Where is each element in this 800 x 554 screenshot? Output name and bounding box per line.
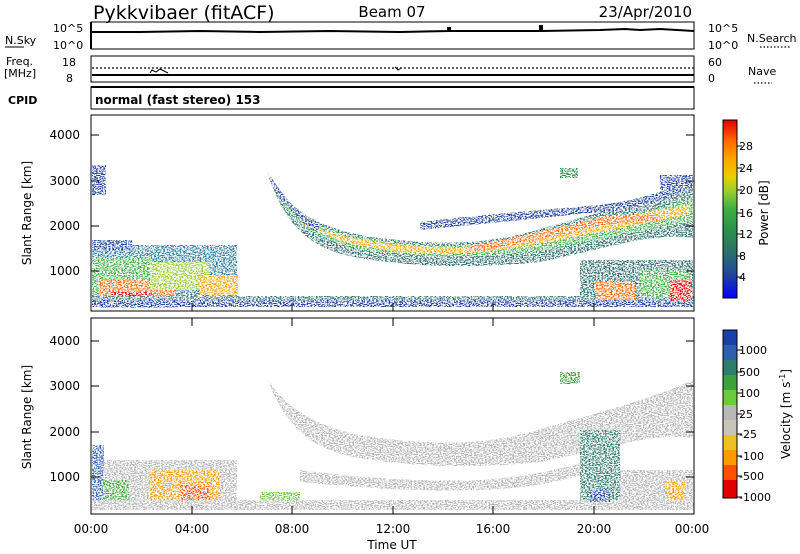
power-cbtick-4: 4 [739, 271, 746, 284]
power-cbtick-8: 8 [739, 250, 746, 263]
power-ytick-2000: 2000 [49, 219, 80, 233]
xtick-0800: 08:00 [275, 522, 310, 536]
nsky-panel-frame [90, 21, 695, 50]
beam-label: Beam 07 [358, 3, 425, 21]
freq-unit: [MHz] [4, 67, 36, 80]
cpid-text: normal (fast stereo) 153 [95, 93, 261, 107]
velocity-colorbar-label-main: Velocity [m s [779, 382, 793, 459]
power-cbtick-16: 16 [739, 207, 753, 220]
power-cbtick-20: 20 [739, 184, 753, 197]
power-ylabel: Slant Range [km] [20, 161, 34, 265]
nave-label: Nave [748, 65, 776, 78]
xtick-1600: 16:00 [476, 522, 511, 536]
nave-tick-bottom: 0 [708, 72, 715, 85]
velocity-ylabel: Slant Range [km] [20, 365, 34, 469]
freq-label: Freq. [6, 55, 33, 68]
nsearch-tick-bottom: 10^0 [708, 39, 738, 52]
velocity-panel: 4000 3000 2000 1000 Slant Range [km] 00:… [20, 303, 709, 552]
velocity-colorbar-bar [722, 329, 738, 499]
xtick-0000-start: 00:00 [74, 522, 109, 536]
freq-panel-frame [90, 55, 695, 83]
velocity-colorbar-label-exp: -1 [778, 374, 787, 382]
xtick-2000: 20:00 [577, 522, 612, 536]
xtick-0400: 04:00 [175, 522, 210, 536]
xlabel: Time UT [366, 538, 417, 552]
velocity-ytick-3000: 3000 [49, 379, 80, 393]
power-panel: 4000 3000 2000 1000 Slant Range [km] [20, 114, 695, 312]
velocity-cbtick-1000: 1000 [739, 344, 767, 357]
nsky-tick-top: 10^5 [53, 22, 83, 35]
cpid-row: CPID normal (fast stereo) 153 [8, 86, 695, 110]
power-ytick-4000: 4000 [49, 128, 80, 142]
power-colorbar-label: Power [dB] [757, 180, 771, 245]
velocity-colorbar: 1000 500 100 25 -25 -100 -500 -1000 Velo… [722, 329, 793, 504]
velocity-ytick-4000: 4000 [49, 334, 80, 348]
power-cbtick-12: 12 [739, 228, 753, 241]
station-title: Pykkvibaer (fitACF) [93, 2, 275, 24]
velocity-cbtick-500: 500 [739, 366, 760, 379]
freq-tick-bottom: 8 [66, 72, 73, 85]
velocity-cbtick-25: 25 [739, 408, 753, 421]
date-label: 23/Apr/2010 [599, 3, 692, 21]
power-ytick-1000: 1000 [49, 264, 80, 278]
nsky-trace [92, 25, 695, 34]
velocity-scatter [92, 372, 694, 510]
nsky-label: N.Sky [5, 34, 37, 47]
velocity-ytick-2000: 2000 [49, 425, 80, 439]
freq-panel: Freq. [MHz] 18 8 60 0 Nave [4, 55, 776, 85]
velocity-cbtick-100: 100 [739, 387, 760, 400]
velocity-cbtick-neg25: -25 [739, 428, 757, 441]
power-ytick-3000: 3000 [49, 174, 80, 188]
freq-tick-top: 18 [62, 56, 76, 69]
nsearch-tick-top: 10^5 [708, 22, 738, 35]
xtick-0000-end: 00:00 [675, 522, 710, 536]
velocity-cbtick-neg1000: -1000 [739, 491, 771, 504]
power-colorbar-bar [722, 119, 738, 299]
nave-tick-top: 60 [708, 56, 722, 69]
velocity-cbtick-neg100: -100 [739, 450, 764, 463]
power-scatter [92, 165, 694, 308]
power-cbtick-24: 24 [739, 162, 753, 175]
velocity-cbtick-neg500: -500 [739, 470, 764, 483]
power-cbtick-28: 28 [739, 140, 753, 153]
velocity-colorbar-label: Velocity [m s-1] [778, 369, 793, 459]
power-y-ticks [91, 134, 694, 272]
time-x-ticks [191, 303, 595, 514]
power-colorbar: 28 24 20 16 12 8 4 Power [dB] [722, 119, 771, 299]
velocity-y-ticks [91, 340, 694, 478]
nsky-panel: N.Sky 10^5 10^0 10^5 10^0 N.Search [5, 21, 797, 52]
nsky-tick-bottom: 10^0 [53, 39, 83, 52]
xtick-1200: 12:00 [376, 522, 411, 536]
cpid-label: CPID [8, 94, 37, 107]
nsearch-label: N.Search [747, 32, 797, 45]
velocity-ytick-1000: 1000 [49, 470, 80, 484]
